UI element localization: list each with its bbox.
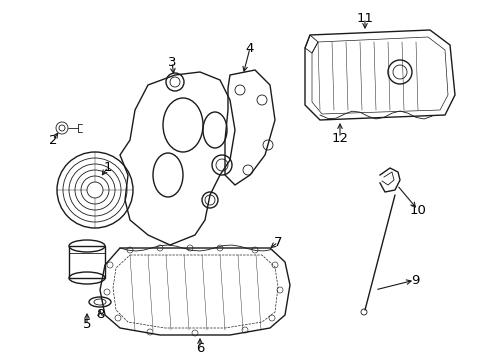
Text: 7: 7 xyxy=(273,235,282,248)
Text: 5: 5 xyxy=(82,319,91,332)
Text: 9: 9 xyxy=(410,274,418,287)
Text: 11: 11 xyxy=(356,12,373,24)
Text: 12: 12 xyxy=(331,131,348,144)
Text: 1: 1 xyxy=(103,161,112,174)
Text: 3: 3 xyxy=(167,55,176,68)
Text: 2: 2 xyxy=(49,134,57,147)
Text: 10: 10 xyxy=(409,203,426,216)
Text: 6: 6 xyxy=(195,342,204,355)
Text: 4: 4 xyxy=(245,41,254,54)
Text: 8: 8 xyxy=(96,307,104,320)
